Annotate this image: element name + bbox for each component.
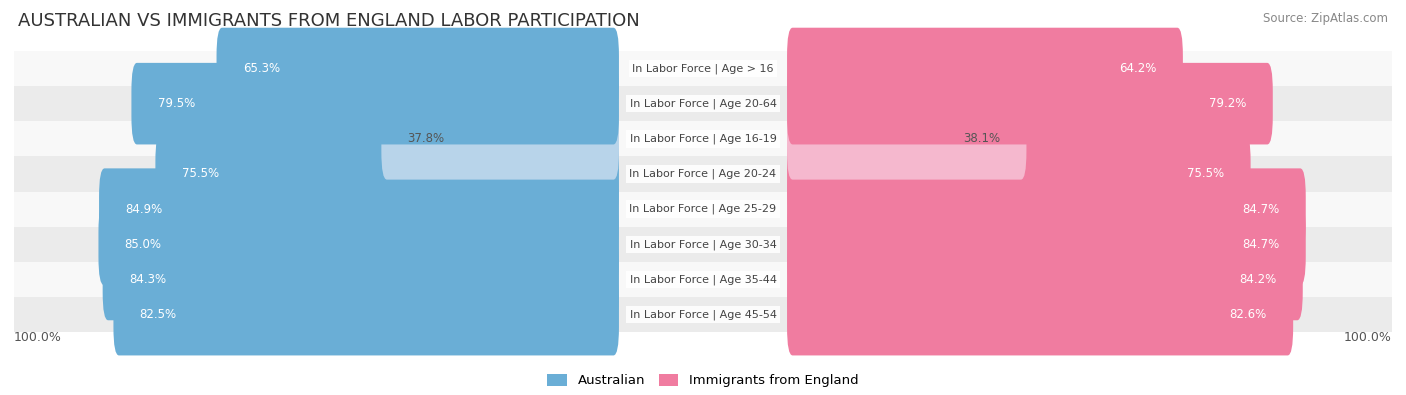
Bar [0,86,1406,121]
Text: 84.2%: 84.2% [1239,273,1277,286]
Text: 64.2%: 64.2% [1119,62,1157,75]
FancyBboxPatch shape [156,133,619,215]
Text: In Labor Force | Age 45-54: In Labor Force | Age 45-54 [630,309,776,320]
Text: 37.8%: 37.8% [408,132,444,145]
Text: In Labor Force | Age 30-34: In Labor Force | Age 30-34 [630,239,776,250]
FancyBboxPatch shape [98,168,619,250]
FancyBboxPatch shape [787,28,1182,109]
FancyBboxPatch shape [787,239,1303,320]
Text: In Labor Force | Age 35-44: In Labor Force | Age 35-44 [630,274,776,285]
FancyBboxPatch shape [98,203,619,285]
Legend: Australian, Immigrants from England: Australian, Immigrants from England [543,369,863,393]
Text: In Labor Force | Age 20-64: In Labor Force | Age 20-64 [630,98,776,109]
Text: In Labor Force | Age 16-19: In Labor Force | Age 16-19 [630,134,776,144]
Text: In Labor Force | Age 25-29: In Labor Force | Age 25-29 [630,204,776,214]
FancyBboxPatch shape [103,239,619,320]
Bar [0,51,1406,86]
Text: 84.7%: 84.7% [1243,238,1279,251]
Bar [0,192,1406,227]
Text: 82.5%: 82.5% [139,308,177,321]
FancyBboxPatch shape [381,98,619,180]
FancyBboxPatch shape [217,28,619,109]
FancyBboxPatch shape [787,203,1306,285]
Text: AUSTRALIAN VS IMMIGRANTS FROM ENGLAND LABOR PARTICIPATION: AUSTRALIAN VS IMMIGRANTS FROM ENGLAND LA… [18,12,640,30]
Text: 85.0%: 85.0% [125,238,162,251]
FancyBboxPatch shape [787,63,1272,145]
Text: 84.7%: 84.7% [1243,203,1279,216]
Text: In Labor Force | Age > 16: In Labor Force | Age > 16 [633,63,773,74]
FancyBboxPatch shape [787,98,1026,180]
Text: 82.6%: 82.6% [1230,308,1267,321]
Text: 79.2%: 79.2% [1209,97,1247,110]
Text: In Labor Force | Age 20-24: In Labor Force | Age 20-24 [630,169,776,179]
FancyBboxPatch shape [787,168,1306,250]
FancyBboxPatch shape [131,63,619,145]
Text: 79.5%: 79.5% [157,97,195,110]
Text: 84.9%: 84.9% [125,203,163,216]
Text: 75.5%: 75.5% [181,167,219,181]
Text: 65.3%: 65.3% [243,62,280,75]
Text: 38.1%: 38.1% [963,132,1000,145]
Text: 100.0%: 100.0% [14,331,62,344]
FancyBboxPatch shape [787,274,1294,356]
Text: Source: ZipAtlas.com: Source: ZipAtlas.com [1263,12,1388,25]
Bar [0,156,1406,192]
Bar [0,262,1406,297]
Text: 75.5%: 75.5% [1187,167,1225,181]
Bar [0,121,1406,156]
Text: 100.0%: 100.0% [1344,331,1392,344]
Bar [0,297,1406,332]
FancyBboxPatch shape [787,133,1250,215]
FancyBboxPatch shape [114,274,619,356]
Text: 84.3%: 84.3% [129,273,166,286]
Bar [0,227,1406,262]
